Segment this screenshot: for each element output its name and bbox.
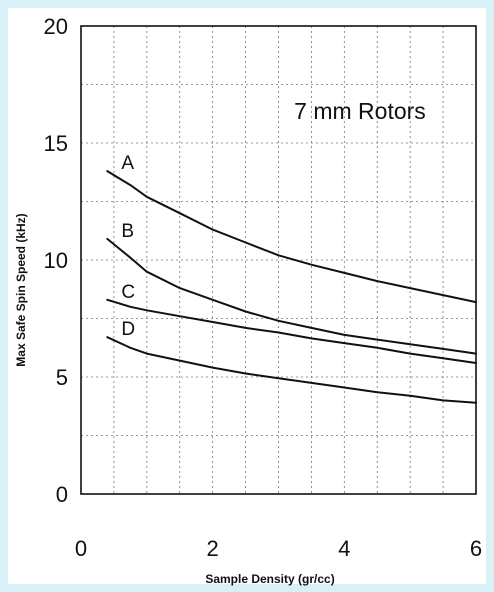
series-label-d: D [121, 319, 135, 340]
y-tick-label: 10 [44, 248, 68, 273]
series-group: A B CD [106, 153, 477, 404]
series-label-b: B [121, 221, 134, 242]
series-label-a: A [121, 153, 134, 174]
plot-border [80, 25, 477, 495]
series-line-a [106, 170, 477, 304]
gridlines [81, 26, 476, 494]
y-tick-label: 15 [44, 131, 68, 156]
x-tick-label: 0 [75, 536, 87, 561]
series-label-c: C [121, 282, 135, 303]
y-tick-label: 5 [56, 365, 68, 390]
series-line-d [106, 336, 477, 404]
x-tick-label: 2 [207, 536, 219, 561]
tick-labels: 0 2 4 6 0 5 10 15 20 [44, 14, 483, 561]
series-line-c [106, 298, 477, 364]
y-tick-label: 20 [44, 14, 68, 39]
x-tick-label: 4 [338, 536, 350, 561]
x-axis-title: Sample Density (gr/cc) [205, 572, 334, 586]
y-tick-label: 0 [56, 482, 68, 507]
series-line-b [106, 237, 477, 355]
y-axis-title: Max Safe Spin Speed (kHz) [14, 213, 28, 366]
x-tick-label: 6 [470, 536, 482, 561]
chart-annotation: 7 mm Rotors [294, 98, 426, 124]
